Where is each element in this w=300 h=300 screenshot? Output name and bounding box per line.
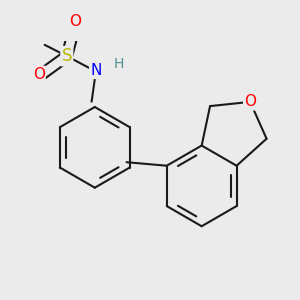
Text: S: S xyxy=(61,47,72,65)
Text: O: O xyxy=(69,14,81,29)
Text: O: O xyxy=(33,67,45,82)
Text: N: N xyxy=(90,63,102,78)
Text: H: H xyxy=(114,57,124,71)
Text: O: O xyxy=(244,94,256,110)
